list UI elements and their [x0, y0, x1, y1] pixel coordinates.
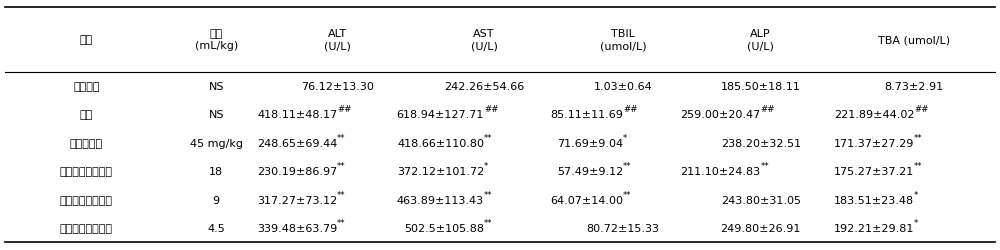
Text: **: ** [914, 133, 923, 142]
Text: ##: ## [914, 105, 929, 114]
Text: 64.07±14.00: 64.07±14.00 [550, 195, 623, 205]
Text: 230.19±86.97: 230.19±86.97 [257, 167, 337, 177]
Text: 192.21±29.81: 192.21±29.81 [834, 223, 914, 233]
Text: ALT
(U/L): ALT (U/L) [324, 29, 351, 51]
Text: 372.12±101.72: 372.12±101.72 [397, 167, 484, 177]
Text: 本发明药物中剂量: 本发明药物中剂量 [60, 195, 113, 205]
Text: 418.66±110.80: 418.66±110.80 [397, 138, 484, 148]
Text: 242.26±54.66: 242.26±54.66 [444, 82, 524, 92]
Text: **: ** [484, 133, 493, 142]
Text: **: ** [484, 190, 493, 199]
Text: **: ** [484, 218, 493, 227]
Text: ##: ## [484, 105, 499, 114]
Text: 组别: 组别 [80, 35, 93, 45]
Text: 463.89±113.43: 463.89±113.43 [397, 195, 484, 205]
Text: 339.48±63.79: 339.48±63.79 [257, 223, 337, 233]
Text: 1.03±0.64: 1.03±0.64 [594, 82, 653, 92]
Text: ##: ## [337, 105, 352, 114]
Text: 317.27±73.12: 317.27±73.12 [257, 195, 337, 205]
Text: 18: 18 [209, 167, 223, 177]
Text: 211.10±24.83: 211.10±24.83 [681, 167, 761, 177]
Text: 9: 9 [213, 195, 220, 205]
Text: 4.5: 4.5 [207, 223, 225, 233]
Text: 85.11±11.69: 85.11±11.69 [550, 110, 623, 120]
Text: 空白对照: 空白对照 [73, 82, 100, 92]
Text: 221.89±44.02: 221.89±44.02 [834, 110, 914, 120]
Text: 248.65±69.44: 248.65±69.44 [257, 138, 337, 148]
Text: 183.51±23.48: 183.51±23.48 [834, 195, 914, 205]
Text: *: * [914, 190, 918, 199]
Text: 243.80±31.05: 243.80±31.05 [721, 195, 801, 205]
Text: TBIL
(umol/L): TBIL (umol/L) [600, 29, 647, 51]
Text: 618.94±127.71: 618.94±127.71 [397, 110, 484, 120]
Text: 185.50±18.11: 185.50±18.11 [721, 82, 801, 92]
Text: NS: NS [208, 110, 224, 120]
Text: ##: ## [623, 105, 638, 114]
Text: 238.20±32.51: 238.20±32.51 [721, 138, 801, 148]
Text: **: ** [337, 162, 346, 171]
Text: *: * [914, 218, 918, 227]
Text: 8.73±2.91: 8.73±2.91 [885, 82, 944, 92]
Text: 71.69±9.04: 71.69±9.04 [557, 138, 623, 148]
Text: 175.27±37.21: 175.27±37.21 [834, 167, 914, 177]
Text: **: ** [337, 190, 346, 199]
Text: 259.00±20.47: 259.00±20.47 [680, 110, 761, 120]
Text: AST
(U/L): AST (U/L) [471, 29, 497, 51]
Text: 模型: 模型 [80, 110, 93, 120]
Text: 418.11±48.17: 418.11±48.17 [257, 110, 337, 120]
Text: 本发明药物低剂量: 本发明药物低剂量 [60, 223, 113, 233]
Text: 249.80±26.91: 249.80±26.91 [721, 223, 801, 233]
Text: 本发明药物高剂量: 本发明药物高剂量 [60, 167, 113, 177]
Text: **: ** [337, 133, 346, 142]
Text: 45 mg/kg: 45 mg/kg [190, 138, 243, 148]
Text: 76.12±13.30: 76.12±13.30 [301, 82, 374, 92]
Text: **: ** [623, 162, 632, 171]
Text: 剂量
(mL/kg): 剂量 (mL/kg) [195, 29, 238, 51]
Text: NS: NS [208, 82, 224, 92]
Text: ##: ## [761, 105, 775, 114]
Text: 502.5±105.88: 502.5±105.88 [404, 223, 484, 233]
Text: 熊去氧胆酸: 熊去氧胆酸 [70, 138, 103, 148]
Text: TBA (umol/L): TBA (umol/L) [878, 35, 950, 45]
Text: **: ** [914, 162, 923, 171]
Text: *: * [484, 162, 488, 171]
Text: **: ** [337, 218, 346, 227]
Text: **: ** [623, 190, 632, 199]
Text: **: ** [761, 162, 769, 171]
Text: ALP
(U/L): ALP (U/L) [747, 29, 774, 51]
Text: 171.37±27.29: 171.37±27.29 [834, 138, 914, 148]
Text: 80.72±15.33: 80.72±15.33 [587, 223, 660, 233]
Text: 57.49±9.12: 57.49±9.12 [557, 167, 623, 177]
Text: *: * [623, 133, 627, 142]
